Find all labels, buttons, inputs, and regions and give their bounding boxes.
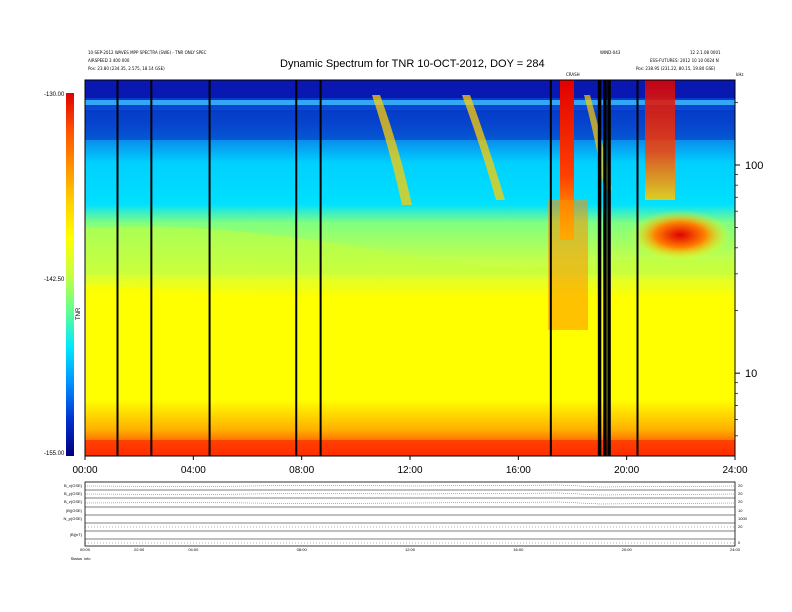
data-gaps [116, 80, 639, 456]
status-value: info [84, 556, 91, 561]
lower-time-label-7: 24:00 [730, 547, 741, 552]
header-right-line2: 12 2.1.08 0001 [690, 50, 721, 55]
x-tick-label-3: 12:00 [397, 465, 422, 476]
x-tick-label-5: 20:00 [614, 465, 639, 476]
data-gap-1 [150, 80, 153, 456]
data-gap-4 [319, 80, 322, 456]
lower-right-label-3: 10 [738, 508, 743, 513]
lower-row-label-5: |B|(nT) [70, 532, 83, 537]
y-axis: 10 100 [735, 101, 763, 437]
chart-title: Dynamic Spectrum for TNR 10-OCT-2012, DO… [280, 58, 545, 70]
x-tick-label-4: 16:00 [506, 465, 531, 476]
header-info-line3: Pos: 23.80 (234.35, 2.575, 18.14 GSE) [88, 66, 165, 71]
lower-right-label-6: 0 [738, 540, 741, 545]
colorbar [66, 93, 74, 456]
data-gap-8 [607, 80, 611, 456]
lower-time-label-4: 12:00 [405, 547, 416, 552]
data-gap-9 [636, 80, 639, 456]
marker-label: CRASH [566, 72, 580, 77]
lower-row-label-6: Status [71, 556, 82, 561]
data-gap-0 [116, 80, 119, 456]
header-info-line2: AIRSPEED 3 400 000 [88, 58, 130, 63]
lower-panel-labels: B_x(GSE) B_y(GSE) B_z(GSE) |B|(GSE) N_p(GSE)… [64, 483, 748, 561]
colorbar-tick-mid: -142.50 [44, 277, 65, 283]
x-tick-label-2: 08:00 [289, 465, 314, 476]
x-tick-label-1: 04:00 [181, 465, 206, 476]
lower-row-label-0: B_x(GSE) [64, 483, 83, 488]
lower-time-axis: 00:00 02:00 04:00 08:00 12:00 16:00 20:00 24:00 [80, 547, 741, 552]
lower-row-label-2: B_z(GSE) [64, 499, 83, 504]
colorbar-tick-bottom: -155.00 [44, 451, 65, 457]
header-info-line1: 10-SEP-2012 WAVES MPP SPECTRA (SWE) - TN… [88, 50, 207, 55]
corner-label: kHz [736, 72, 744, 77]
spectrogram-image [85, 80, 735, 456]
colorbar-tick-top: -130.00 [44, 92, 65, 98]
header-right-line4: Pos: 238.95 (231.22, 80.15, 19.80 GSE) [636, 66, 716, 71]
lower-right-label-1: 20 [738, 491, 743, 496]
lower-panels [84, 481, 736, 547]
y-tick-label-0: 10 [745, 368, 757, 380]
lower-row-label-1: B_y(GSE) [64, 491, 83, 496]
data-gap-6 [597, 80, 602, 456]
x-tick-label-0: 00:00 [72, 465, 97, 476]
lower-time-label-2: 04:00 [188, 547, 199, 552]
lower-time-label-0: 00:00 [80, 547, 91, 552]
y-tick-label-1: 100 [745, 160, 763, 172]
data-gap-5 [549, 80, 552, 456]
x-tick-label-6: 24:00 [722, 465, 747, 476]
x-axis: 00:00 04:00 08:00 12:00 16:00 20:00 24:00 [72, 456, 748, 476]
lower-row-label-4: N_p(GSE) [64, 516, 83, 521]
lower-right-label-0: 20 [738, 483, 743, 488]
lower-right-label-5: 20 [738, 524, 743, 529]
lower-time-label-3: 08:00 [297, 547, 308, 552]
header-right-line3: ESS-FUTURES: 2012 10 10 0024 N [650, 58, 719, 63]
lower-time-label-5: 16:00 [513, 547, 524, 552]
data-gap-2 [208, 80, 211, 456]
data-gap-7 [603, 80, 607, 456]
lower-row-label-3: |B|(GSE) [66, 508, 83, 513]
lower-time-label-6: 20:00 [622, 547, 633, 552]
data-gap-3 [295, 80, 298, 456]
header-right-line1: WIND-043 [600, 50, 621, 55]
lower-right-label-2: 20 [738, 499, 743, 504]
lower-time-label-1: 02:00 [134, 547, 145, 552]
lower-right-label-4: 1000 [738, 516, 748, 521]
